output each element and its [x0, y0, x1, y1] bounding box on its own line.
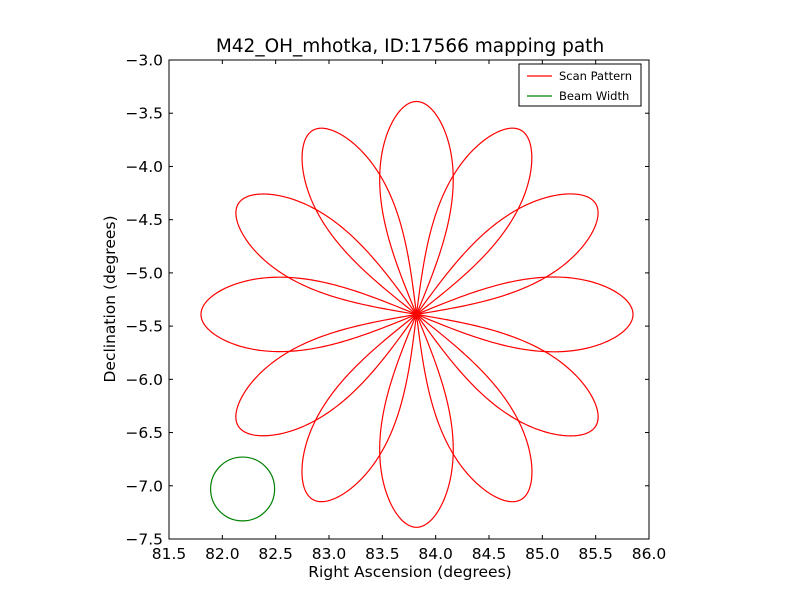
legend-label-scan-pattern: Scan Pattern — [559, 69, 632, 83]
x-tick-label: 82.0 — [205, 545, 240, 563]
scan-pattern-petal — [379, 100, 454, 316]
scan-pattern-petal — [301, 127, 418, 316]
chart-title: M42_OH_mhotka, ID:17566 mapping path — [216, 36, 604, 57]
axis-ticks: 81.5 82.0 82.5 83.0 83.5 84.0 84.5 85.0 85.5 86.0… — [125, 52, 666, 564]
y-axis-label: Declination (degrees) — [101, 215, 119, 382]
legend: Scan Pattern Beam Width — [518, 63, 642, 107]
plot-area — [200, 100, 634, 528]
scan-pattern-petal — [379, 312, 454, 528]
x-tick-label: 85.0 — [525, 545, 560, 563]
scan-pattern-petal — [235, 313, 418, 437]
x-axis-label: Right Ascension (degrees) — [308, 563, 511, 581]
scan-pattern-petal — [415, 127, 533, 316]
y-tick-label: −6.5 — [125, 424, 163, 442]
axes-frame — [168, 59, 650, 540]
y-tick-label: −6.0 — [125, 371, 163, 389]
scan-pattern-petal — [414, 276, 634, 353]
scan-pattern-petal — [235, 193, 418, 316]
y-tick-label: −3.0 — [125, 52, 163, 70]
scan-pattern-petal — [415, 193, 599, 316]
x-tick-label: 83.0 — [312, 545, 347, 563]
x-tick-label: 81.5 — [152, 545, 187, 563]
x-tick-label: 83.5 — [365, 545, 400, 563]
y-tick-label: −7.0 — [125, 477, 163, 495]
scan-pattern-petal — [301, 313, 418, 503]
y-tick-label: −5.0 — [125, 264, 163, 282]
scan-pattern-petal — [200, 276, 419, 353]
y-tick-label: −5.5 — [125, 318, 163, 336]
y-tick-label: −3.5 — [125, 105, 163, 123]
x-tick-label: 86.0 — [632, 545, 667, 563]
y-tick-label: −7.5 — [125, 531, 163, 549]
x-tick-label: 85.5 — [578, 545, 613, 563]
x-tick-label: 84.5 — [472, 545, 507, 563]
scan-pattern-petal — [415, 313, 599, 437]
x-tick-label: 84.0 — [418, 545, 453, 563]
scan-pattern-petal — [415, 313, 533, 503]
x-tick-label: 82.5 — [258, 545, 293, 563]
legend-box — [518, 63, 642, 107]
legend-label-beam-width: Beam Width — [559, 89, 629, 103]
beam-width-circle — [210, 456, 276, 522]
y-tick-label: −4.0 — [125, 158, 163, 176]
y-tick-label: −4.5 — [125, 211, 163, 229]
